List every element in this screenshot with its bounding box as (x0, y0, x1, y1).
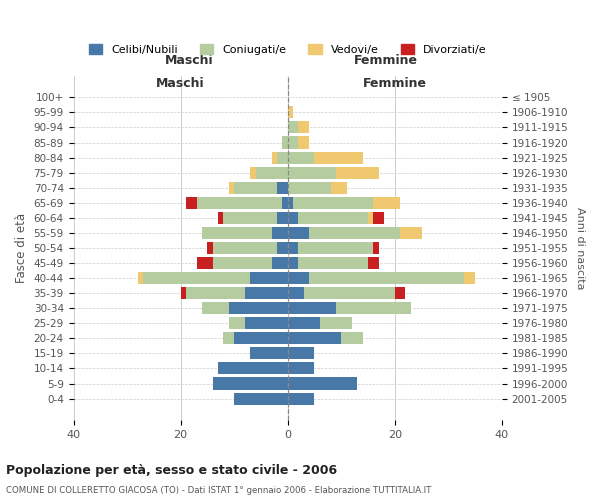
Y-axis label: Anni di nascita: Anni di nascita (575, 206, 585, 289)
Text: Maschi: Maschi (156, 77, 205, 90)
Bar (197, 196, 283, 209)
Bar (218, 212, 223, 224)
Bar (298, 212, 368, 224)
Bar (373, 196, 400, 209)
Bar (287, 362, 314, 374)
Bar (287, 317, 320, 330)
Bar (373, 242, 379, 254)
Bar (287, 122, 298, 134)
Bar (298, 242, 373, 254)
Bar (186, 196, 197, 209)
Bar (287, 272, 309, 284)
Bar (186, 287, 245, 299)
Bar (373, 212, 384, 224)
Bar (400, 227, 422, 239)
Bar (250, 166, 256, 178)
Bar (287, 287, 304, 299)
Bar (331, 182, 347, 194)
Bar (213, 242, 277, 254)
Bar (250, 272, 287, 284)
Bar (287, 257, 298, 269)
Bar (223, 332, 234, 344)
Bar (287, 392, 314, 404)
Bar (234, 332, 287, 344)
Bar (218, 362, 287, 374)
Bar (464, 272, 475, 284)
Bar (283, 136, 287, 148)
Bar (336, 166, 379, 178)
Bar (287, 212, 298, 224)
Text: Maschi: Maschi (165, 54, 214, 67)
Y-axis label: Fasce di età: Fasce di età (15, 213, 28, 283)
Bar (283, 196, 287, 209)
Bar (341, 332, 362, 344)
Bar (298, 257, 368, 269)
Bar (277, 152, 287, 164)
Bar (368, 257, 379, 269)
Bar (287, 242, 298, 254)
Bar (143, 272, 250, 284)
Bar (256, 166, 287, 178)
Bar (287, 348, 314, 360)
Text: Femmine: Femmine (363, 77, 427, 90)
Bar (298, 122, 309, 134)
Bar (287, 302, 336, 314)
Text: COMUNE DI COLLERETTO GIACOSA (TO) - Dati ISTAT 1° gennaio 2006 - Elaborazione TU: COMUNE DI COLLERETTO GIACOSA (TO) - Dati… (6, 486, 431, 495)
Bar (277, 182, 287, 194)
Bar (287, 332, 341, 344)
Bar (287, 136, 298, 148)
Bar (314, 152, 362, 164)
Bar (245, 287, 287, 299)
Text: Femmine: Femmine (354, 54, 418, 67)
Bar (277, 212, 287, 224)
Bar (309, 227, 400, 239)
Bar (223, 212, 277, 224)
Bar (229, 182, 234, 194)
Bar (336, 302, 411, 314)
Bar (208, 242, 213, 254)
Bar (272, 257, 287, 269)
Bar (272, 152, 277, 164)
Bar (202, 227, 272, 239)
Bar (287, 106, 293, 118)
Bar (229, 302, 287, 314)
Bar (287, 182, 331, 194)
Bar (287, 152, 314, 164)
Bar (304, 287, 395, 299)
Text: Popolazione per età, sesso e stato civile - 2006: Popolazione per età, sesso e stato civil… (6, 464, 337, 477)
Bar (298, 136, 309, 148)
Bar (368, 212, 373, 224)
Bar (234, 182, 277, 194)
Bar (287, 166, 336, 178)
Bar (229, 317, 245, 330)
Bar (213, 378, 287, 390)
Bar (287, 378, 357, 390)
Bar (293, 196, 373, 209)
Bar (309, 272, 464, 284)
Bar (245, 317, 287, 330)
Bar (287, 227, 309, 239)
Bar (395, 287, 406, 299)
Bar (138, 272, 143, 284)
Bar (287, 196, 293, 209)
Bar (250, 348, 287, 360)
Bar (277, 242, 287, 254)
Legend: Celibi/Nubili, Coniugati/e, Vedovi/e, Divorziati/e: Celibi/Nubili, Coniugati/e, Vedovi/e, Di… (85, 40, 491, 60)
Bar (272, 227, 287, 239)
Bar (202, 302, 229, 314)
Bar (213, 257, 272, 269)
Bar (320, 317, 352, 330)
Bar (197, 257, 213, 269)
Bar (181, 287, 186, 299)
Bar (234, 392, 287, 404)
